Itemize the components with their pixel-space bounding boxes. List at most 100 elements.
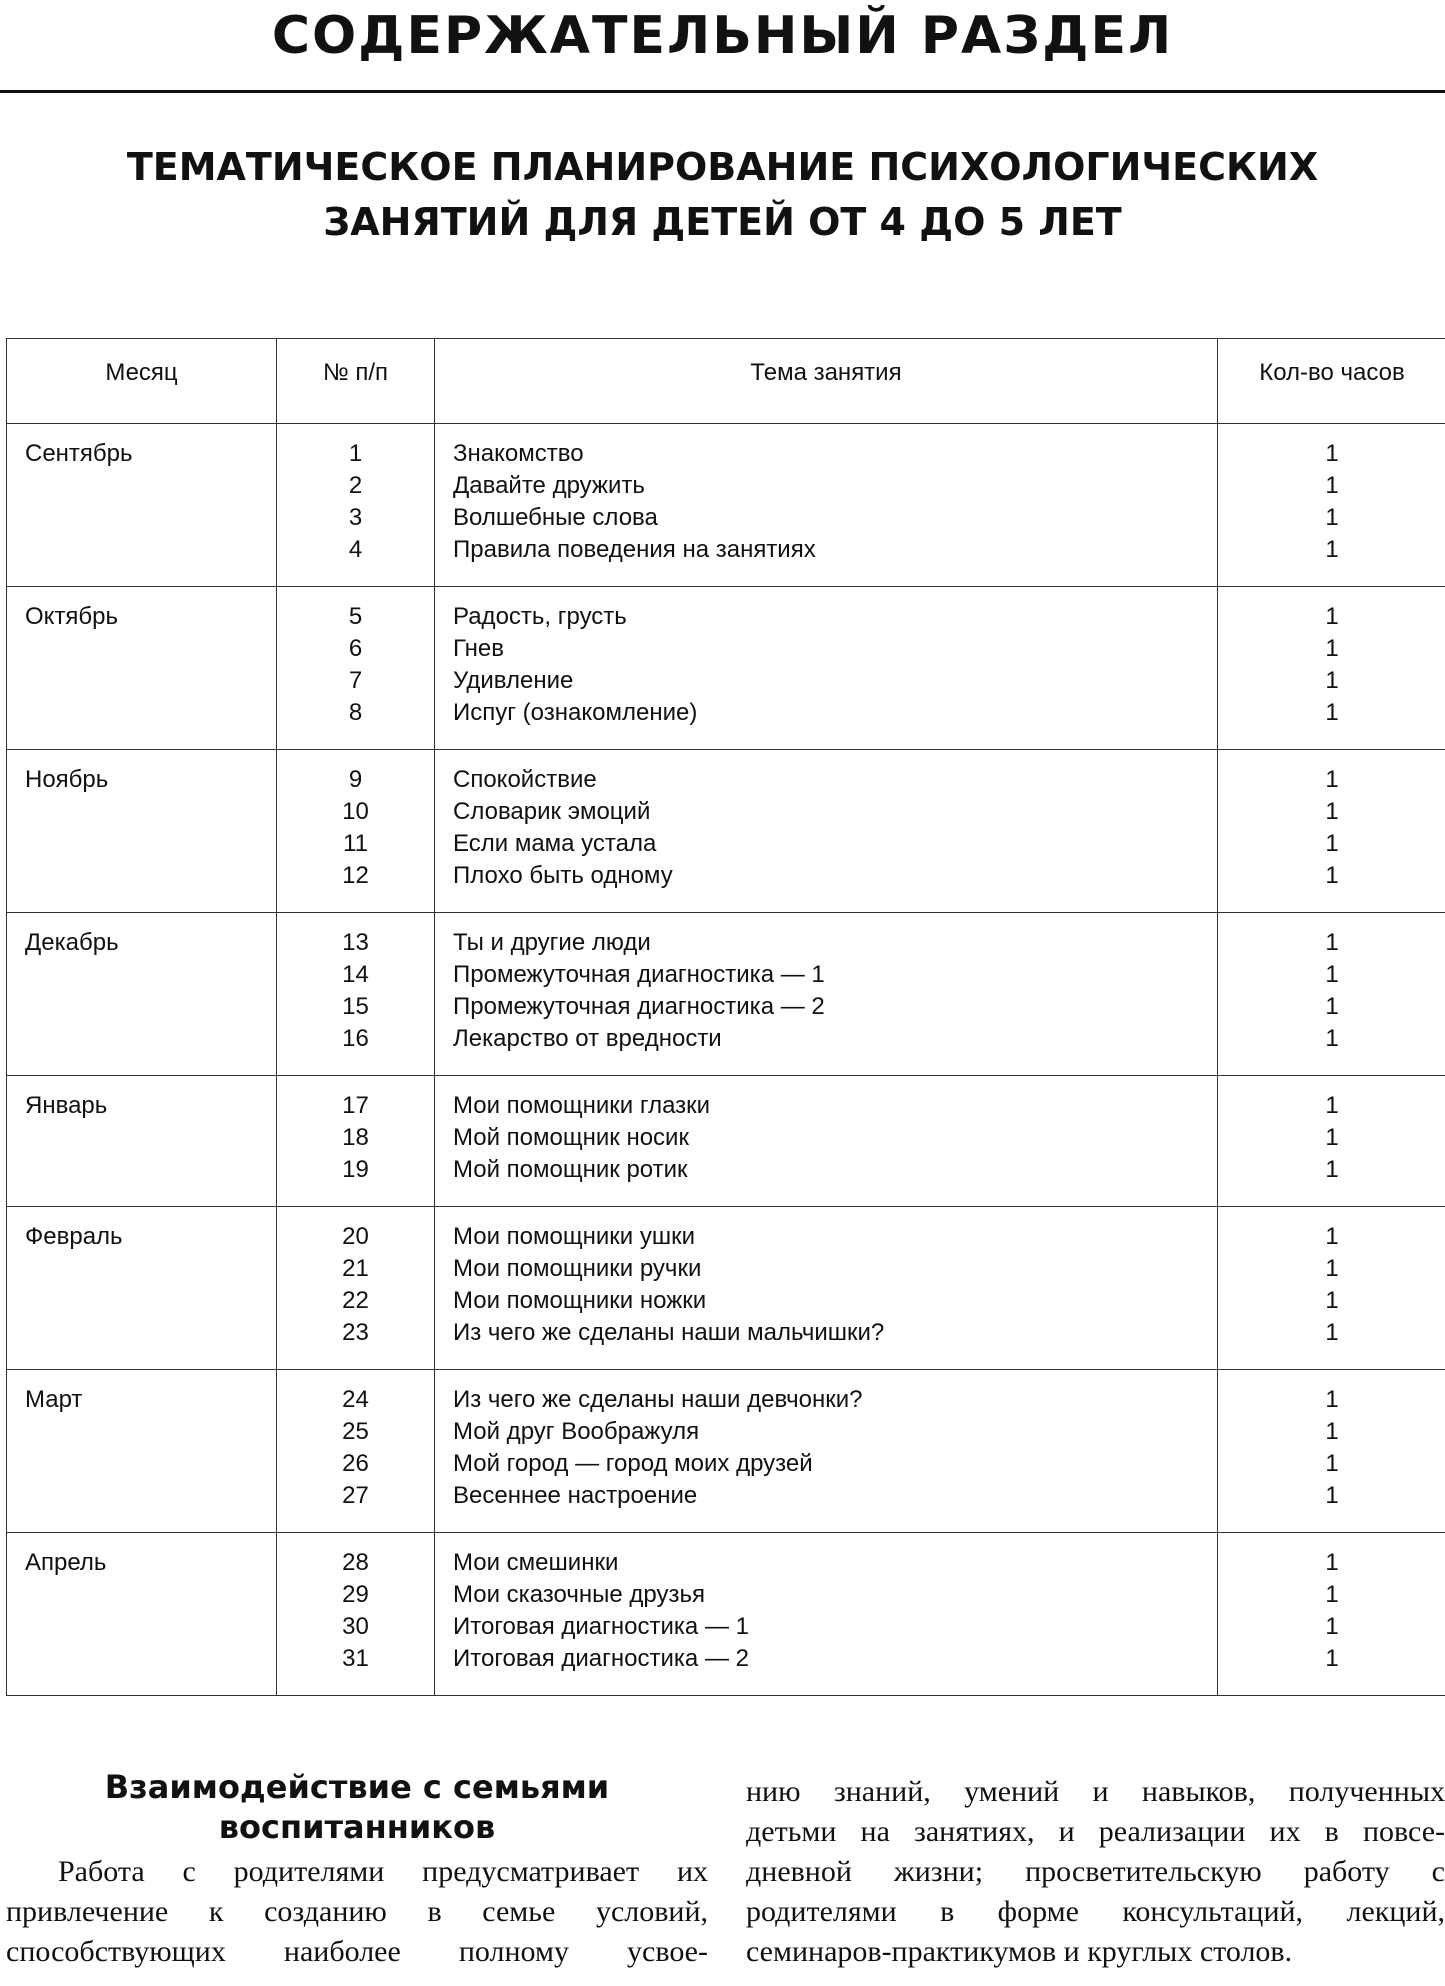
topic: Из чего же сделаны наши мальчишки? [453, 1319, 885, 1346]
number-cell: 17 18 19 [276, 1075, 435, 1207]
number: 14 [342, 961, 369, 988]
section-title: СОДЕРЖАТЕЛЬНЫЙ РАЗДЕЛ [271, 6, 1174, 66]
number: 5 [348, 603, 363, 630]
rule [0, 90, 1445, 93]
hours: 1 [1325, 667, 1339, 694]
hours: 1 [1325, 993, 1339, 1020]
hours-cell: 1 1 1 [1217, 1075, 1445, 1207]
number: 13 [342, 929, 369, 956]
hours: 1 [1325, 798, 1339, 825]
column-header: Кол-во часов [1217, 338, 1445, 424]
text-line: способствующих наиболее полному усвое- [6, 1935, 708, 1968]
number: 9 [348, 766, 363, 793]
month-row: Февраль 20 21 22 23 Мои помощники ушки Мои пом… [6, 1206, 1445, 1370]
hours: 1 [1325, 635, 1339, 662]
number-cell: 28 29 30 31 [276, 1532, 435, 1696]
topic: Мой помощник ротик [453, 1156, 688, 1183]
topic: Мои сказочные друзья [453, 1581, 705, 1608]
month-row: Ноябрь 9 10 11 12 Спокойствие Словарик эмоций Е… [6, 749, 1445, 913]
column-header: № п/п [276, 338, 435, 424]
month: Январь [25, 1092, 108, 1119]
number: 8 [348, 699, 363, 726]
text-line: Работа с родителями предусматривает их [58, 1855, 708, 1888]
number: 6 [348, 635, 363, 662]
hours: 1 [1325, 1156, 1339, 1183]
number: 31 [342, 1645, 369, 1672]
month: Ноябрь [25, 766, 109, 793]
hours: 1 [1325, 699, 1339, 726]
topic: Мои помощники ушки [453, 1223, 696, 1250]
month-cell: Ноябрь [6, 749, 277, 913]
hours-cell: 1 1 1 1 [1217, 586, 1445, 750]
hours-cell: 1 1 1 1 [1217, 1206, 1445, 1370]
article-heading: Взаимодействие с семьями воспитанников [6, 1767, 708, 1847]
month: Декабрь [25, 929, 119, 956]
topic-cell: Знакомство Давайте дружить Волшебные слова… [434, 423, 1218, 587]
hours: 1 [1325, 1645, 1339, 1672]
hours: 1 [1325, 504, 1339, 531]
topic-cell: Мои помощники глазки Мой помощник носик Мо… [434, 1075, 1218, 1207]
month-row: Декабрь 13 14 15 16 Ты и другие люди Промежуто… [6, 912, 1445, 1076]
topic: Волшебные слова [453, 504, 658, 531]
number: 20 [342, 1223, 369, 1250]
number: 24 [342, 1386, 369, 1413]
hours: 1 [1325, 536, 1339, 563]
topic: Мои помощники глазки [453, 1092, 711, 1119]
month-row: Апрель 28 29 30 31 Мои смешинки Мои сказочные … [6, 1532, 1445, 1696]
topic: Радость, грусть [453, 603, 627, 630]
number: 30 [342, 1613, 369, 1640]
month-cell: Сентябрь [6, 423, 277, 587]
text-line: дневной жизни; просветительскую работу с [746, 1855, 1445, 1888]
number: 4 [348, 536, 363, 563]
topic-cell: Мои помощники ушки Мои помощники ручки Мои… [434, 1206, 1218, 1370]
month: Сентябрь [25, 440, 133, 467]
number: 26 [342, 1450, 369, 1477]
hours: 1 [1325, 1418, 1339, 1445]
hours: 1 [1325, 1450, 1339, 1477]
text-line: привлечение к созданию в семье условий, [6, 1895, 708, 1928]
column-header: Тема занятия [434, 338, 1218, 424]
column-header: Месяц [6, 338, 277, 424]
number: 28 [342, 1549, 369, 1576]
month-row: Март 24 25 26 27 Из чего же сделаны наши девч… [6, 1369, 1445, 1533]
topic: Итоговая диагностика — 2 [453, 1645, 749, 1672]
month-cell: Апрель [6, 1532, 277, 1696]
title: ТЕМАТИЧЕСКОЕ ПЛАНИРОВАНИЕ ПСИХОЛОГИЧЕСКИ… [0, 140, 1445, 250]
hours: 1 [1325, 1319, 1339, 1346]
number-cell: 20 21 22 23 [276, 1206, 435, 1370]
topic: Гнев [453, 635, 504, 662]
title-line: ЗАНЯТИЙ ДЛЯ ДЕТЕЙ ОТ 4 ДО 5 ЛЕТ [323, 200, 1122, 244]
hours-cell: 1 1 1 1 [1217, 423, 1445, 587]
hours: 1 [1325, 929, 1339, 956]
month-cell: Декабрь [6, 912, 277, 1076]
hours: 1 [1325, 961, 1339, 988]
number: 18 [342, 1124, 369, 1151]
heading-line: воспитанников [218, 1808, 496, 1846]
number: 25 [342, 1418, 369, 1445]
plan-table: Месяц № п/п Тема занятия Кол-во часов Сентя… [6, 338, 1445, 1696]
topic-cell: Ты и другие люди Промежуточная диагностик… [434, 912, 1218, 1076]
hours: 1 [1325, 1549, 1339, 1576]
number: 29 [342, 1581, 369, 1608]
hours: 1 [1325, 1287, 1339, 1314]
number-cell: 13 14 15 16 [276, 912, 435, 1076]
topic: Мой друг Воображуля [453, 1418, 700, 1445]
month-cell: Январь [6, 1075, 277, 1207]
number: 2 [348, 472, 363, 499]
topic: Из чего же сделаны наши девчонки? [453, 1386, 863, 1413]
hours-cell: 1 1 1 1 [1217, 1532, 1445, 1696]
hours: 1 [1325, 1386, 1339, 1413]
topic: Испуг (ознакомление) [453, 699, 698, 726]
topic: Давайте дружить [453, 472, 645, 499]
month-row: Сентябрь 1 2 3 4 Знакомство Давайте дружить Вол… [6, 423, 1445, 587]
topic: Промежуточная диагностика — 2 [453, 993, 825, 1020]
topic: Знакомство [453, 440, 584, 467]
number: 10 [342, 798, 369, 825]
right-column: нию знаний, умений и навыков, полученных… [746, 1772, 1445, 1972]
topic-cell: Спокойствие Словарик эмоций Если мама уста… [434, 749, 1218, 913]
month-cell: Март [6, 1369, 277, 1533]
topic: Мои смешинки [453, 1549, 619, 1576]
text-line: родителями в форме консультаций, лекций, [746, 1895, 1445, 1928]
hours: 1 [1325, 830, 1339, 857]
topic: Словарик эмоций [453, 798, 651, 825]
